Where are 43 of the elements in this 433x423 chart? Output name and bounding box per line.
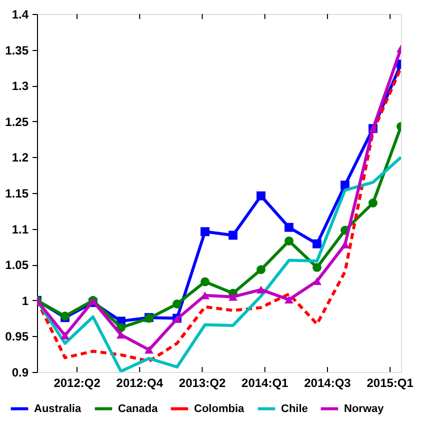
- y-tick-label: 0.95: [5, 330, 29, 344]
- point: [60, 332, 70, 340]
- point: [200, 227, 210, 236]
- line-series: [37, 156, 401, 372]
- point: [284, 296, 294, 304]
- point: [284, 236, 294, 246]
- point: [228, 292, 238, 301]
- legend-label: Colombia: [194, 402, 245, 415]
- y-tick-label: 1.15: [5, 186, 29, 200]
- y-tick-label: 1.35: [5, 43, 29, 58]
- text: 2012:Q2: [54, 376, 101, 390]
- legend-label: Chile: [281, 402, 308, 415]
- point: [312, 263, 322, 272]
- legend-label: Norway: [344, 402, 385, 415]
- y-tick-label: 1.1: [12, 222, 29, 236]
- point: [340, 240, 350, 248]
- legend-label: Australia: [34, 402, 82, 415]
- point: [340, 180, 350, 190]
- y-tick-label: 1.05: [5, 258, 29, 272]
- point: [228, 230, 238, 240]
- text: 2014:Q1: [242, 376, 289, 390]
- point: [312, 239, 322, 248]
- text: 2014:Q3: [304, 376, 352, 390]
- y-tick-label: 0.9: [12, 366, 29, 380]
- point: [256, 286, 266, 294]
- y-tick-label: 1.2: [12, 150, 29, 165]
- point: [172, 300, 182, 308]
- y-tick-label: 1.3: [12, 79, 29, 94]
- point: [312, 277, 322, 285]
- point: [256, 191, 266, 200]
- point: [284, 222, 294, 232]
- text: 2015:Q1: [366, 376, 414, 390]
- y-tick-label: 1.25: [5, 114, 29, 129]
- point: [144, 346, 154, 354]
- point: [368, 198, 378, 208]
- y-tick-label: 1.4: [12, 8, 29, 22]
- text: 2012:Q4: [116, 376, 164, 390]
- text: 2013:Q2: [178, 376, 226, 390]
- y-tick-label: 1: [22, 294, 29, 308]
- legend-label: Canada: [118, 402, 159, 415]
- point: [116, 330, 126, 339]
- point: [256, 265, 266, 274]
- point: [200, 277, 210, 286]
